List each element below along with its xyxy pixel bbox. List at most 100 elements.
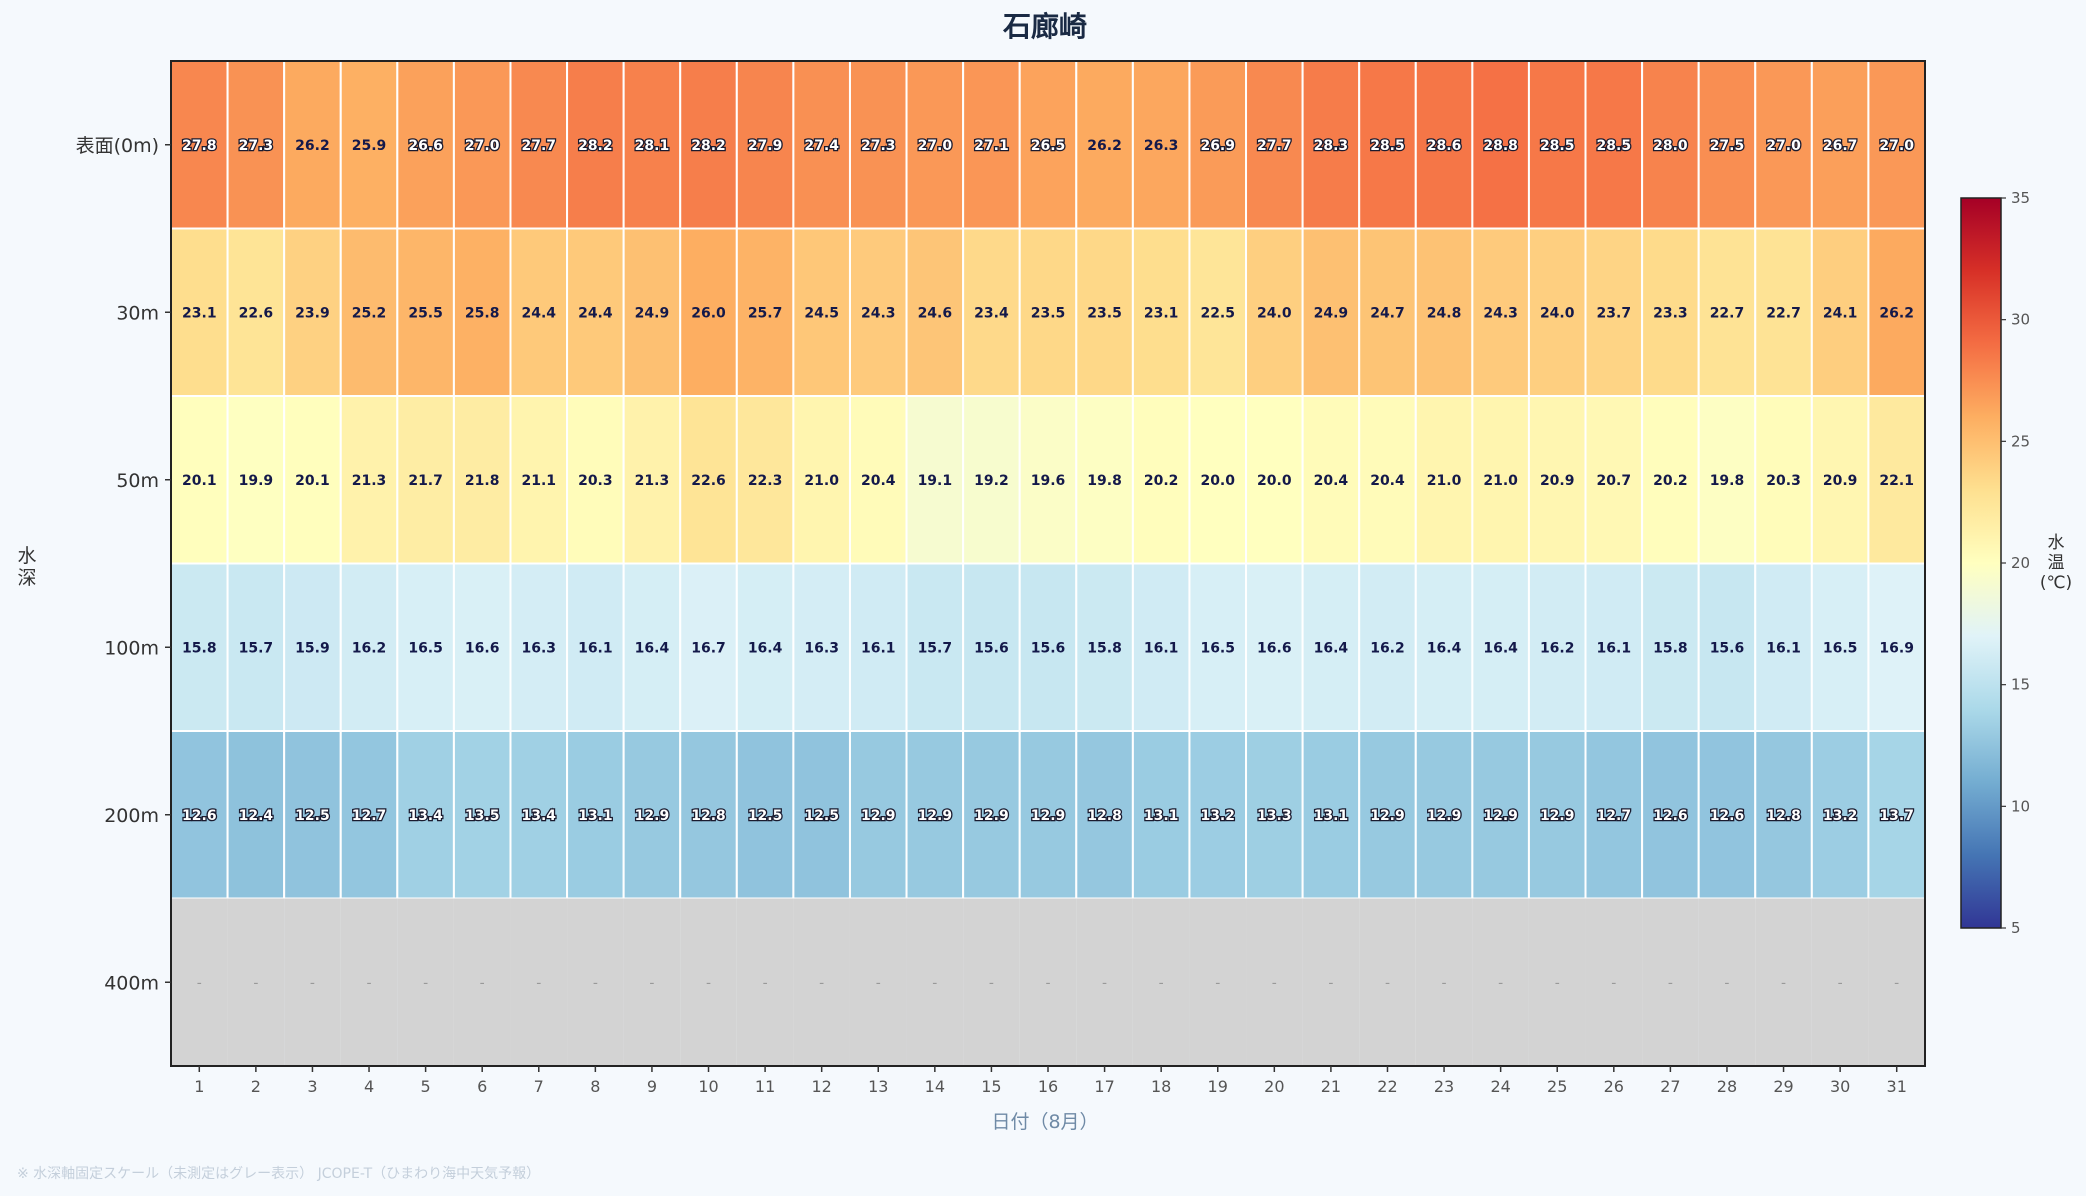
heatmap-cell [1754,562,1813,732]
cell-label-missing: - [310,975,315,991]
cell-label: 16.4 [748,640,783,656]
cell-label: 19.8 [1710,473,1745,489]
cell-label: 28.2 [691,138,726,154]
cell-label: 15.7 [239,640,274,656]
y-tick-label: 表面(0m) [76,135,159,157]
heatmap-cell [226,60,286,230]
heatmap-cell [1075,227,1134,397]
cell-label: 16.4 [635,640,670,656]
colorbar-label: 水温(℃) [2040,533,2072,593]
heatmap-cell [679,60,738,230]
cell-label: 20.2 [1653,473,1688,489]
cell-label: 24.9 [1314,305,1349,321]
cell-label: 21.0 [1483,473,1518,489]
cell-label: 16.7 [691,640,726,656]
cell-label: 24.9 [635,305,670,321]
heatmap-cell [509,395,569,565]
x-tick-label: 14 [925,1077,945,1096]
heatmap-cell [226,395,286,565]
cell-label: 13.1 [1314,808,1349,824]
x-tick-label: 7 [534,1077,544,1096]
cell-label: 15.6 [974,640,1009,656]
cell-label: 28.5 [1597,138,1632,154]
cell-label: 21.3 [352,473,387,489]
heatmap-cell [1018,395,1078,565]
cell-label: 12.9 [1031,808,1066,824]
cell-label-missing: - [480,975,485,991]
heatmap-cell [1245,227,1304,397]
heatmap-cell [1754,395,1813,565]
cell-label: 24.0 [1257,305,1292,321]
heatmap-cell [1641,562,1700,732]
cell-label: 20.1 [182,473,217,489]
cell-label-missing: - [1215,975,1220,991]
cell-label-missing: - [1442,975,1447,991]
cell-label: 19.9 [239,473,274,489]
cell-label: 28.5 [1370,138,1405,154]
cell-label: 12.9 [1483,808,1518,824]
y-tick-label: 200m [104,805,159,827]
heatmap-cell-missing [397,898,454,1066]
cell-label: 24.7 [1370,305,1405,321]
cell-label: 20.4 [861,473,896,489]
x-tick-label: 18 [1151,1077,1171,1096]
heatmap-cell [1414,60,1474,230]
cell-label-missing: - [253,975,258,991]
heatmap-cell [792,60,851,230]
footnote: ※ 水深軸固定スケール（未測定はグレー表示） JCOPE-T（ひまわり海中天気予… [17,1166,540,1182]
cell-label: 16.9 [1879,640,1914,656]
cell-label: 26.5 [1031,138,1066,154]
cell-label-missing: - [706,975,711,991]
cell-label-missing: - [649,975,654,991]
cell-label: 12.6 [1710,808,1745,824]
heatmap-cell [566,60,625,230]
cell-label: 22.6 [691,473,726,489]
heatmap-cell-labels: 27.8 27.3 26.2 25.9 26.6 27.0 27.7 28.2 28.1 28.2… [181,136,1916,991]
heatmap-cell-missing [906,898,964,1066]
y-axis-label-char: 深 [17,567,36,589]
x-tick-label: 9 [647,1077,657,1096]
heatmap-cell [1301,395,1361,565]
heatmap-cell [1358,562,1417,732]
heatmap-cell-missing [567,898,624,1066]
cell-label: 27.4 [804,138,839,154]
heatmap-cell [226,562,286,732]
heatmap-cell [1584,562,1644,732]
heatmap-cell-missing [1302,898,1360,1066]
cell-label: 23.7 [1597,305,1632,321]
cell-label-missing: - [763,975,768,991]
heatmap-cell [848,395,908,565]
cell-label: 25.7 [748,305,783,321]
heatmap-cell-missing [623,898,681,1066]
heatmap-cell [1188,730,1248,900]
heatmap-cell [1188,60,1248,230]
x-tick-label: 24 [1490,1077,1510,1096]
heatmap-cell-missing [1415,898,1473,1066]
cell-label: 19.6 [1031,473,1066,489]
cell-label: 23.9 [295,305,330,321]
cell-label-missing: - [1159,975,1164,991]
cell-label: 16.2 [1370,640,1405,656]
heatmap-cell-missing [1472,898,1529,1066]
heatmap-cell-missing [1868,898,1925,1066]
cell-label: 12.8 [1766,808,1801,824]
heatmap-cell-missing [1811,898,1869,1066]
x-tick-label: 29 [1773,1077,1793,1096]
heatmap-cell [1697,227,1757,397]
heatmap-cell [1697,562,1757,732]
heatmap-cell-missing [1528,898,1586,1066]
cell-label: 15.6 [1710,640,1745,656]
colorbar-gradient [1960,197,2002,929]
cell-label: 15.6 [1031,640,1066,656]
cell-label: 24.6 [918,305,953,321]
heatmap-cell [1641,60,1700,230]
heatmap-cell [792,562,851,732]
cell-label: 12.9 [861,808,896,824]
heatmap-cell [962,395,1021,565]
colorbar-tick-label: 20 [2011,554,2030,572]
heatmap-cell [226,730,286,900]
cell-label: 28.5 [1540,138,1575,154]
cell-label: 26.9 [1200,138,1235,154]
colorbar-tick-label: 35 [2011,189,2030,207]
cell-label-missing: - [1555,975,1560,991]
